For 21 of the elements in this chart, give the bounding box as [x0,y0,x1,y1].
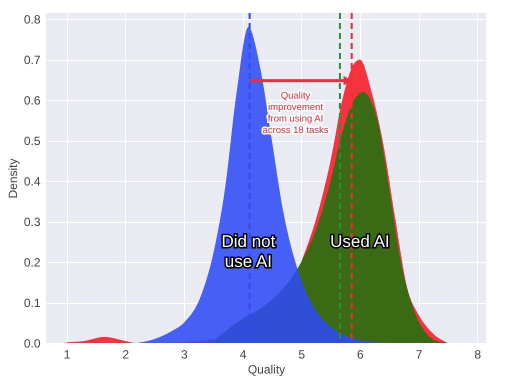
series-label: Did not use AI [221,232,276,272]
x-tick-label: 5 [298,348,306,362]
x-axis-title: Quality [248,362,286,376]
x-tick-label: 7 [416,348,423,362]
x-tick-label: 1 [64,348,71,362]
y-tick-label: 0.6 [24,94,41,108]
y-tick-label: 0.2 [24,256,41,270]
y-tick-label: 0.8 [24,12,41,27]
x-tick-label: 2 [122,348,130,362]
x-tick-label: 8 [474,348,482,362]
series-label: Used AI [330,232,390,252]
y-axis-title: Density [6,158,20,199]
y-tick-label: 0.3 [24,215,41,230]
x-tick-label: 3 [181,348,188,362]
y-tick-label: 0.0 [24,336,41,350]
y-tick-label: 0.5 [24,134,41,148]
x-tick-label: 4 [240,348,247,362]
y-tick-label: 0.4 [24,174,41,189]
y-tick-label: 0.1 [24,296,41,310]
y-tick-label: 0.7 [24,53,41,68]
x-tick-label: 6 [357,348,364,362]
